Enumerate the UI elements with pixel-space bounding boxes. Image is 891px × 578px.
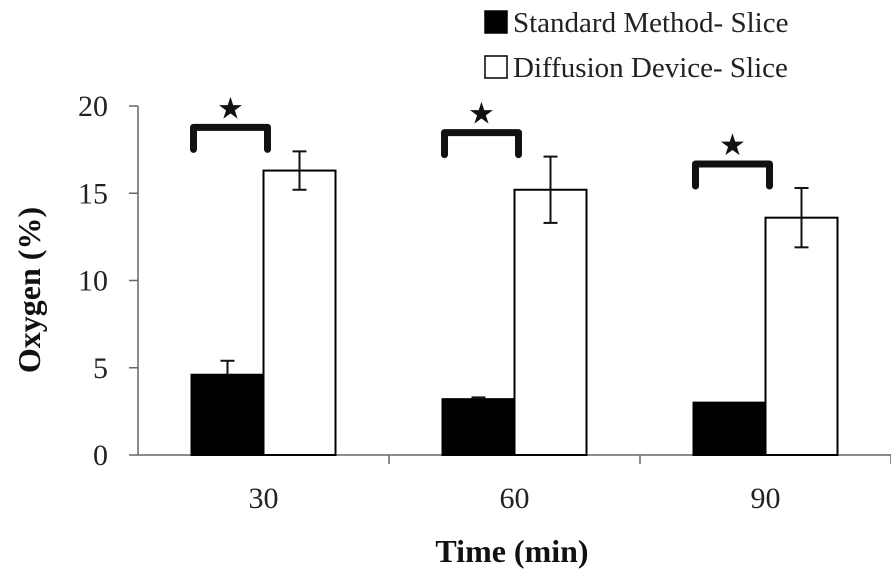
y-axis-ticks: 0 5 10 15 20 xyxy=(78,90,138,472)
x-tick-label: 90 xyxy=(751,482,781,515)
legend: Standard Method- Slice Diffusion Device-… xyxy=(484,7,788,84)
bar-diffusion-60 xyxy=(513,188,588,456)
legend-swatch-standard xyxy=(484,10,508,34)
significance-star: ★ xyxy=(719,128,746,163)
significance-star: ★ xyxy=(217,91,244,126)
significance-markers: ★ ★ ★ xyxy=(190,91,773,190)
bar-standard-90 xyxy=(692,401,767,456)
significance-bracket xyxy=(190,123,271,153)
y-axis-title: Oxygen (%) xyxy=(11,207,47,373)
y-tick-label: 15 xyxy=(78,177,108,210)
x-axis-ticks: 30 60 90 xyxy=(249,455,891,515)
x-tick-label: 60 xyxy=(500,482,530,515)
bar-standard-60 xyxy=(441,398,516,457)
significance-star: ★ xyxy=(468,97,495,132)
y-tick-label: 10 xyxy=(78,265,108,298)
bar-diffusion-30 xyxy=(262,169,337,456)
legend-label-diffusion: Diffusion Device- Slice xyxy=(513,52,788,84)
bar-standard-30 xyxy=(190,373,265,457)
x-tick-label: 30 xyxy=(249,482,279,515)
x-axis-title: Time (min) xyxy=(435,533,588,569)
significance-bracket xyxy=(692,160,773,190)
y-tick-label: 5 xyxy=(93,352,108,385)
y-tick-label: 0 xyxy=(93,439,108,472)
y-tick-label: 20 xyxy=(78,90,108,123)
bars xyxy=(190,150,839,457)
significance-bracket xyxy=(441,129,522,159)
legend-label-standard: Standard Method- Slice xyxy=(513,7,788,39)
legend-swatch-diffusion xyxy=(484,55,508,79)
bar-diffusion-90 xyxy=(764,216,839,456)
